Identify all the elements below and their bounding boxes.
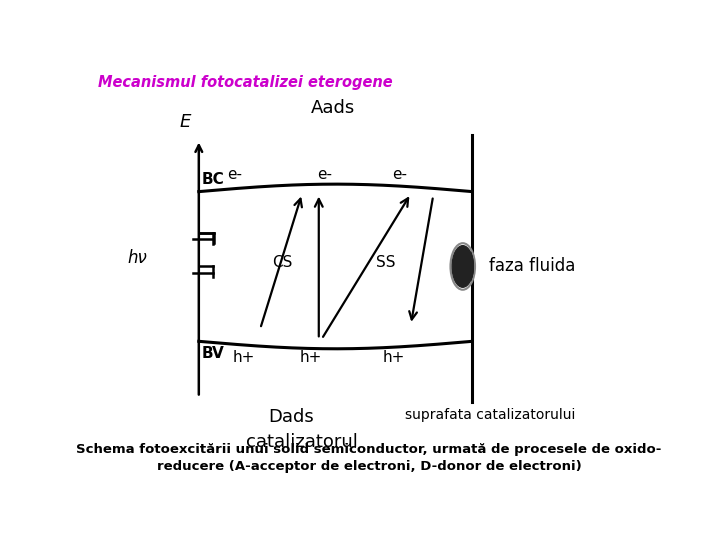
Text: h+: h+ xyxy=(300,350,322,366)
Text: CS: CS xyxy=(272,255,293,270)
Text: Mecanismul fotocatalizei eterogene: Mecanismul fotocatalizei eterogene xyxy=(99,75,393,90)
Text: BV: BV xyxy=(202,346,225,361)
Text: faza fluida: faza fluida xyxy=(489,258,575,275)
Text: Dads: Dads xyxy=(268,408,314,426)
Text: e-: e- xyxy=(228,167,243,183)
Text: reducere (A-acceptor de electroni, D-donor de electroni): reducere (A-acceptor de electroni, D-don… xyxy=(157,460,581,473)
Text: e-: e- xyxy=(392,167,408,183)
Text: e-: e- xyxy=(317,167,332,183)
Text: Aads: Aads xyxy=(310,99,355,117)
Text: E: E xyxy=(179,113,191,131)
Text: SS: SS xyxy=(376,255,395,270)
Ellipse shape xyxy=(452,246,473,287)
Text: BC: BC xyxy=(202,172,225,187)
Text: Schema fotoexcitării unui solid semiconductor, urmată de procesele de oxido-: Schema fotoexcitării unui solid semicond… xyxy=(76,443,662,456)
Text: hν: hν xyxy=(127,249,148,267)
Text: h+: h+ xyxy=(383,350,405,366)
Text: h+: h+ xyxy=(233,350,255,366)
Text: suprafata catalizatorului: suprafata catalizatorului xyxy=(405,408,576,422)
Text: catalizatorul: catalizatorul xyxy=(246,433,358,451)
